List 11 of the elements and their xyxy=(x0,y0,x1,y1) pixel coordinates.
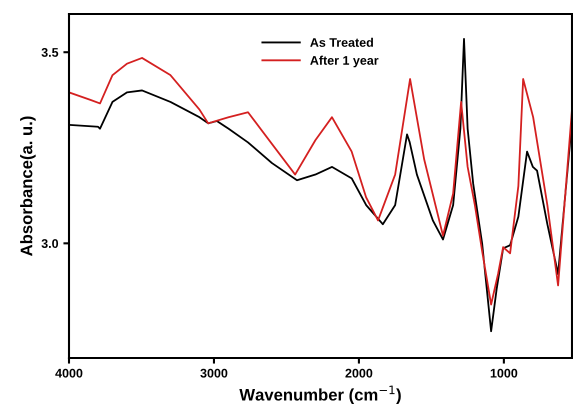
x-tick-label: 3000 xyxy=(200,368,228,378)
line-series xyxy=(69,57,572,306)
x-tick-label: 2000 xyxy=(345,368,372,378)
y-tick-label: 3.0 xyxy=(41,239,58,248)
legend-label: As Treated xyxy=(310,38,373,47)
y-tick-label: 3.5 xyxy=(41,48,58,57)
x-tick-label: 1000 xyxy=(490,368,518,378)
x-axis-title: Wavenumber (cm$^{−1}$) xyxy=(239,386,401,404)
legend-label: After 1 year xyxy=(310,56,378,68)
x-tick-label: 4000 xyxy=(55,368,82,378)
y-axis-title: Absorbance(a. u.) xyxy=(20,116,36,256)
